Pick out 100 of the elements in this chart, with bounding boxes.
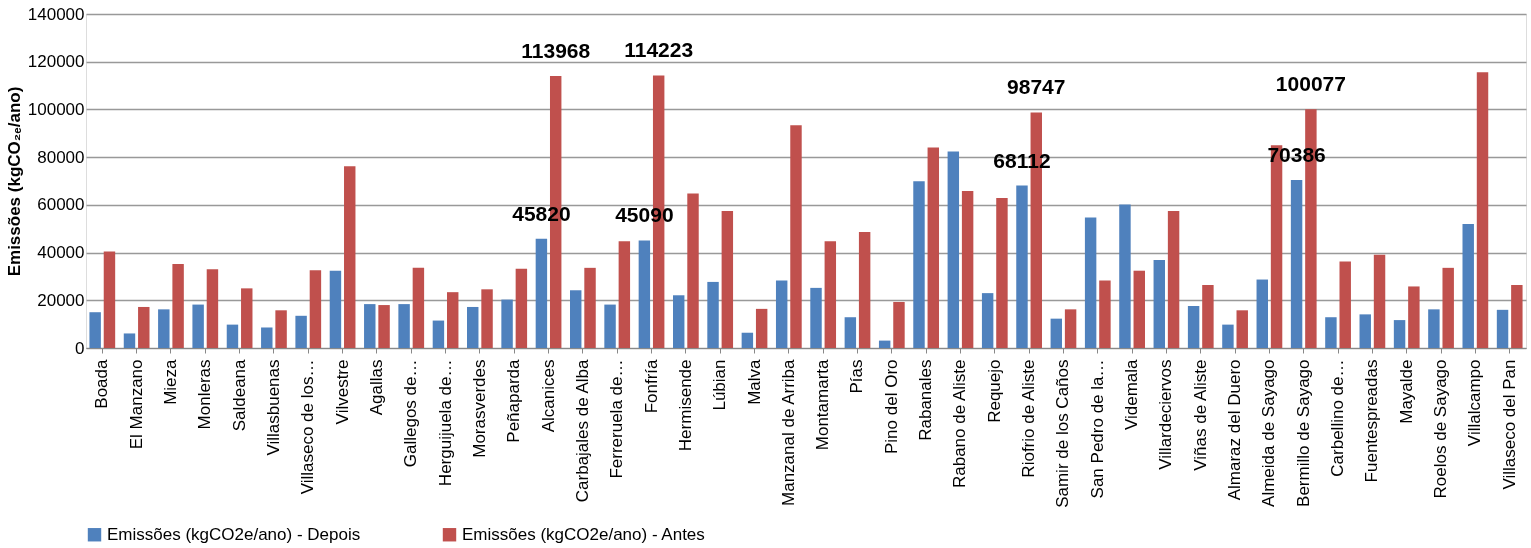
x-tick-label: Almaraz del Duero [1225,359,1245,501]
bar [810,287,822,348]
bar [1373,254,1386,348]
bar [824,241,837,348]
bar [138,306,150,348]
bar [467,306,479,348]
bar [1133,270,1145,348]
bar [432,320,445,348]
y-tick-label: 100000 [27,99,85,119]
bar [858,232,871,348]
bar [927,147,940,348]
bar [1187,306,1200,348]
bar [1016,185,1028,348]
y-tick-label: 0 [75,338,85,358]
bar [687,193,699,348]
x-tick-label: Lúbian [710,359,730,411]
bar [378,305,390,348]
bar [981,293,994,348]
bar [1462,223,1474,348]
bar [172,264,184,348]
bar [604,304,616,348]
bar [1236,310,1248,348]
x-tick-label: Montamarta [813,358,833,451]
x-tick-label: Hermisende [675,359,695,452]
x-tick-label: Pías [847,359,867,394]
x-tick-label: Villaseco del Pan [1499,359,1519,490]
bar [412,267,425,348]
x-tick-label: Gallegos de… [401,359,421,468]
x-tick-label: Fuentespreadas [1362,359,1382,483]
bar [89,312,101,348]
bar [1064,309,1077,348]
x-tick-label: Villasbuenas [263,359,283,456]
bar [398,304,410,348]
bar [1050,318,1063,348]
x-tick-label: El Manzano [126,359,146,450]
data-label: 100077 [1275,72,1346,96]
x-tick-label: Videmala [1122,358,1142,431]
bar [1408,286,1420,348]
x-tick-label: Mayalde [1396,359,1416,424]
x-tick-label: Pino del Oro [881,359,901,454]
bar [961,191,974,348]
bar [775,280,788,348]
y-tick-label: 80000 [37,147,85,167]
bar [1290,180,1303,348]
x-tick-label: Saldeana [229,358,249,432]
x-tick-label: Rabanales [916,359,936,441]
bar [1393,320,1406,348]
x-tick-label: Malva [744,358,764,405]
x-tick-label: Villardeciervos [1156,359,1176,470]
y-axis-title: Emissões (kgCO₂ₑ/ano) [4,86,24,277]
bar [1442,267,1454,348]
bar [707,281,719,348]
x-tick-label: Vilvestre [332,359,352,425]
bar [1099,280,1111,348]
bar [947,151,960,348]
x-tick-label: Riofrio de Aliste [1019,359,1039,478]
x-tick-label: Morasverdes [469,359,489,458]
x-tick-label: Samir de los Caños [1053,359,1073,508]
bar [1153,259,1165,348]
x-tick-label: Manzanal de Arriba [778,358,798,506]
bar [1428,309,1440,348]
bar [329,270,342,348]
x-tick-label: Boada [92,358,112,409]
bar [103,251,116,348]
data-label: 113968 [521,39,591,63]
bar [893,301,905,348]
x-tick-label: Monleras [195,359,215,430]
x-tick-label: Villaseco de los… [298,359,318,495]
bar [309,270,322,348]
bar [996,197,1008,348]
x-tick-label: Viñas de Aliste [1190,359,1210,471]
bar [570,290,582,348]
x-tick-label: Villalcampo [1465,359,1485,447]
bar [1084,217,1097,348]
bar [1511,285,1523,348]
x-tick-label: Roelos de Sayago [1431,359,1451,499]
bar [618,241,631,348]
bar [192,304,204,348]
x-tick-label: Fonfría [641,358,661,414]
x-tick-label: Requejo [984,359,1004,423]
bar [1167,211,1180,348]
bar [1496,309,1509,348]
y-tick-label: 20000 [37,290,85,310]
bar [844,317,857,348]
bar [535,238,548,348]
x-tick-label: Herguijuela de… [435,359,455,487]
bar [206,269,219,348]
bar [275,310,287,348]
bar [241,288,253,348]
legend-label: Emissões (kgCO2e/ano) - Antes [462,524,705,544]
data-label: 114223 [624,38,694,62]
bar [721,211,734,348]
bar [672,295,685,348]
bar [1339,261,1351,348]
bar [515,268,528,348]
y-tick-label: 40000 [37,243,85,263]
x-tick-label: Almeida de Sayago [1259,359,1279,507]
bar [1202,285,1214,348]
x-tick-label: Alcanices [538,359,558,433]
x-tick-label: San Pedro de la… [1087,359,1107,499]
